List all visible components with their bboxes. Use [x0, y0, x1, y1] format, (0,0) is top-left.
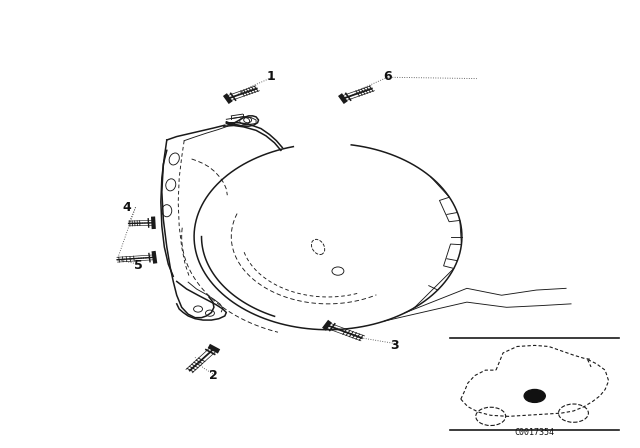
Text: C0017354: C0017354: [515, 428, 555, 437]
Text: 3: 3: [390, 339, 399, 352]
Text: 5: 5: [134, 259, 143, 272]
Text: 2: 2: [209, 369, 218, 382]
Text: 6: 6: [383, 70, 392, 83]
Circle shape: [524, 389, 545, 402]
Text: 1: 1: [267, 70, 275, 83]
Text: 4: 4: [123, 201, 131, 214]
